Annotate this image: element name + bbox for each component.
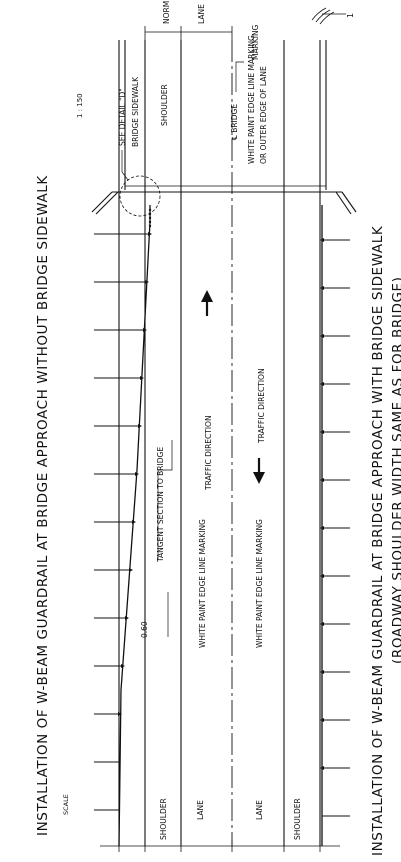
label-edge-line-2: WHITE PAINT EDGE LINE MARKING bbox=[255, 519, 264, 648]
guardrail-post-dots-right bbox=[320, 238, 324, 770]
bottom-title-line1: INSTALLATION OF W-BEAM GUARDRAIL AT BRID… bbox=[370, 225, 386, 856]
label-white-paint-1: WHITE PAINT EDGE LINE MARKING bbox=[247, 35, 256, 164]
wing-right bbox=[341, 191, 357, 213]
label-corner-mark: 1 bbox=[346, 13, 355, 18]
label-shoulder-left-1: SHOULDER bbox=[159, 798, 168, 840]
label-norm: NORM bbox=[162, 1, 171, 24]
label-bridge-sidewalk: BRIDGE SIDEWALK bbox=[131, 76, 140, 147]
corner-sketch bbox=[311, 7, 346, 25]
label-shoulder-left-2: SHOULDER bbox=[293, 798, 302, 840]
label-cl-bridge: ℄ BRIDGE bbox=[230, 104, 239, 140]
top-scale-word: SCALE bbox=[62, 794, 70, 815]
label-white-paint-2: OR OUTER EDGE OF LANE bbox=[259, 66, 268, 164]
label-lane-left-2: LANE bbox=[255, 800, 264, 820]
label-traffic-up: TRAFFIC DIRECTION bbox=[204, 415, 213, 491]
guardrail-taper-left bbox=[118, 205, 151, 847]
bottom-title-line2: (ROADWAY SHOULDER WIDTH SAME AS FOR BRID… bbox=[390, 276, 401, 664]
leader-lines bbox=[121, 61, 244, 637]
top-dimension-lines bbox=[144, 26, 233, 40]
bottom-dimension-ticks bbox=[118, 840, 321, 852]
guardrail-posts-left bbox=[94, 233, 150, 811]
top-title: INSTALLATION OF W-BEAM GUARDRAIL AT BRID… bbox=[35, 175, 51, 836]
label-edge-line-1: WHITE PAINT EDGE LINE MARKING bbox=[198, 519, 207, 648]
label-marking-top: MARKING bbox=[251, 24, 260, 60]
guardrail-posts-right bbox=[322, 239, 350, 817]
traffic-arrow-down bbox=[253, 458, 265, 484]
guardrail-post-dots-left bbox=[118, 232, 152, 716]
label-offset: 0.60 bbox=[140, 621, 149, 638]
traffic-arrow-up bbox=[201, 290, 213, 316]
wing-left bbox=[91, 191, 113, 213]
label-tangent-section: TANGENT SECTION TO BRIDGE bbox=[156, 447, 165, 563]
detail-d-circle bbox=[119, 175, 161, 217]
top-scale-value: 1 : 150 bbox=[76, 93, 84, 118]
label-see-detail: SEE DETAIL "D" bbox=[118, 88, 127, 146]
roadway-lines bbox=[91, 40, 357, 847]
label-traffic-down: TRAFFIC DIRECTION bbox=[257, 368, 266, 444]
label-lane-top: LANE bbox=[197, 4, 206, 24]
label-shoulder-bridge: SHOULDER bbox=[160, 84, 169, 126]
wing-left-b bbox=[95, 191, 119, 215]
wing-right-b bbox=[335, 191, 352, 215]
label-lane-left-1: LANE bbox=[196, 800, 205, 820]
